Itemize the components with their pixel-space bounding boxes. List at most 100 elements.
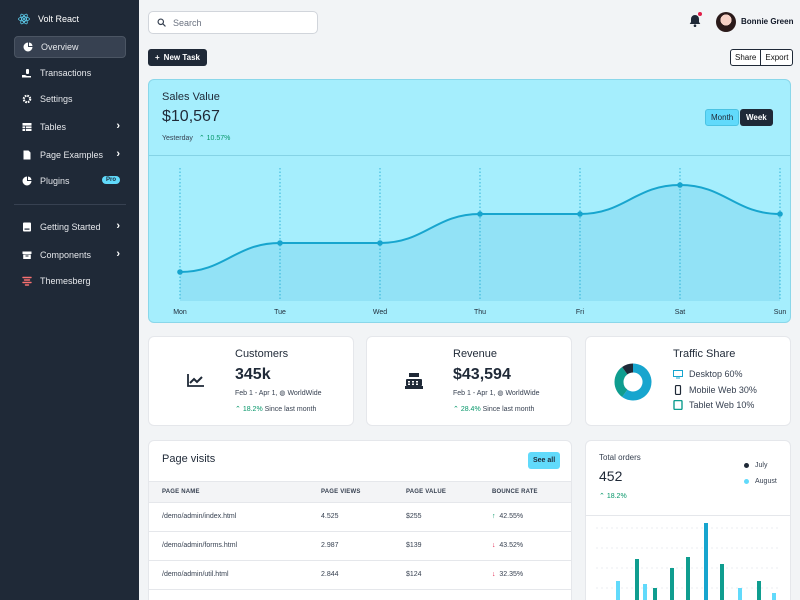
search-box[interactable]: [148, 11, 318, 34]
sales-value: $10,567: [162, 108, 220, 125]
sidebar-item-page-examples[interactable]: Page Examples ›: [14, 144, 126, 166]
arrow-up-icon: ⌃: [599, 493, 605, 500]
revenue-range: Feb 1 - Apr 1, ◍ WorldWide: [453, 390, 540, 397]
legend-july: July: [744, 462, 767, 469]
sidebar-item-getting-started[interactable]: Getting Started ›: [14, 216, 126, 238]
total-orders-divider: [586, 515, 790, 516]
sidebar-item-label: Themesberg: [40, 276, 91, 286]
cell-page-name: /demo/admin/index.html: [162, 513, 237, 520]
sidebar-item-tables[interactable]: Tables ›: [14, 116, 126, 138]
box-icon: [22, 251, 32, 259]
arrow-up-icon: ⌃: [453, 406, 459, 413]
cash-register-icon: [405, 373, 423, 389]
table-row[interactable]: /demo/admin/index.html 4.525 $255 ↑ 42.5…: [149, 503, 571, 532]
sidebar-item-transactions[interactable]: Transactions: [14, 62, 126, 84]
brand-name: Volt React: [38, 14, 80, 24]
see-all-button[interactable]: See all: [528, 452, 561, 469]
sidebar-item-label: Tables: [40, 122, 67, 132]
sidebar-item-components[interactable]: Components ›: [14, 244, 126, 266]
sales-subtitle: Yesterday ⌃ 10.57%: [162, 134, 230, 142]
search-input[interactable]: [173, 17, 303, 28]
table-icon: [22, 123, 32, 131]
bar: [643, 584, 647, 600]
react-logo-icon: [18, 13, 30, 25]
donut-slice: [622, 363, 652, 401]
sidebar-item-plugins[interactable]: Plugins Pro: [14, 170, 126, 192]
sales-value-card: Sales Value $10,567 Yesterday ⌃ 10.57% M…: [148, 79, 791, 323]
bar: [686, 557, 690, 600]
revenue-since: ⌃ 28.4% Since last month: [453, 406, 535, 413]
orders-bar-chart: [596, 523, 781, 600]
sales-period: Yesterday: [162, 135, 193, 142]
new-task-button[interactable]: + New Task: [148, 49, 207, 66]
chevron-right-icon: ›: [116, 248, 120, 260]
sidebar-item-settings[interactable]: Settings: [14, 88, 126, 110]
sidebar-item-label: Overview: [41, 42, 79, 52]
cell-page-value: $139: [406, 542, 422, 549]
desktop-icon: [673, 369, 683, 378]
col-page-name: PAGE NAME: [162, 489, 200, 495]
avatar[interactable]: [716, 12, 736, 32]
bar: [704, 523, 708, 600]
x-tick-label: Sat: [675, 309, 686, 316]
total-orders-title: Total orders: [599, 453, 641, 462]
chevron-right-icon: ›: [116, 148, 120, 160]
chevron-right-icon: ›: [116, 220, 120, 232]
sidebar-item-themesberg[interactable]: Themesberg: [14, 270, 126, 292]
sales-change: ⌃ 10.57%: [198, 135, 231, 142]
sidebar: Volt React Overview Transactions Setting…: [0, 0, 139, 600]
sales-divider: [149, 155, 790, 156]
share-export-group: Share Export: [730, 49, 794, 66]
cell-page-name: /demo/admin/forms.html: [162, 542, 238, 549]
share-button[interactable]: Share: [735, 53, 757, 62]
col-page-views: PAGE VIEWS: [321, 489, 361, 495]
data-point: [777, 211, 783, 217]
customers-range: Feb 1 - Apr 1, ◍ WorldWide: [235, 390, 322, 397]
week-toggle[interactable]: Week: [740, 109, 773, 126]
hand-holding-dollar-icon: [22, 69, 31, 78]
chart-line-icon: [187, 374, 204, 387]
export-button[interactable]: Export: [760, 50, 792, 65]
table-row[interactable]: /demo/admin/forms.html 2.987 $139 ↓ 43.5…: [149, 532, 571, 561]
customers-title: Customers: [235, 348, 289, 360]
plus-icon: +: [155, 53, 160, 62]
bar: [653, 588, 657, 600]
total-orders-change: ⌃ 18.2%: [599, 493, 627, 500]
brand[interactable]: Volt React: [18, 13, 79, 25]
user-name[interactable]: Bonnie Green: [741, 17, 794, 26]
search-icon: [157, 18, 166, 27]
cell-page-value: $124: [406, 571, 422, 578]
bar: [720, 564, 724, 600]
traffic-share-card: Traffic Share Desktop 60% Mobile Web 30%…: [585, 336, 791, 426]
sidebar-item-label: Settings: [40, 94, 73, 104]
sidebar-item-label: Getting Started: [40, 222, 101, 232]
cell-page-value: $255: [406, 513, 422, 520]
data-point: [677, 182, 683, 188]
new-task-label: New Task: [163, 53, 200, 62]
sidebar-item-label: Plugins: [40, 176, 70, 186]
bar: [635, 559, 639, 600]
x-tick-label: Fri: [576, 309, 585, 316]
arrow-down-icon: ↓: [492, 571, 496, 578]
arrow-up-icon: ⌃: [198, 135, 205, 142]
total-orders-card: Total orders 452 ⌃ 18.2% July August: [585, 440, 791, 600]
data-point: [277, 240, 283, 246]
bell-icon[interactable]: [689, 14, 701, 27]
month-toggle[interactable]: Month: [705, 109, 740, 126]
data-point: [377, 240, 383, 246]
page-visits-title: Page visits: [162, 453, 216, 465]
table-header: PAGE NAME PAGE VIEWS PAGE VALUE BOUNCE R…: [149, 481, 571, 503]
legend-dot: [744, 463, 749, 468]
book-icon: [23, 222, 31, 232]
customers-value: 345k: [235, 366, 271, 383]
data-point: [177, 269, 183, 275]
traffic-legend-tablet: Tablet Web 10%: [673, 400, 754, 410]
cell-page-views: 2.987: [321, 542, 339, 549]
table-row[interactable]: /demo/admin/util.html 2.844 $124 ↓ 32.35…: [149, 561, 571, 590]
cell-bounce-rate: ↓ 32.35%: [492, 571, 524, 578]
chart-pie-icon: [22, 176, 32, 186]
sidebar-item-overview[interactable]: Overview: [14, 36, 126, 58]
cell-bounce-rate: ↑ 42.55%: [492, 513, 524, 520]
data-point: [477, 211, 483, 217]
x-tick-label: Sun: [774, 309, 787, 316]
